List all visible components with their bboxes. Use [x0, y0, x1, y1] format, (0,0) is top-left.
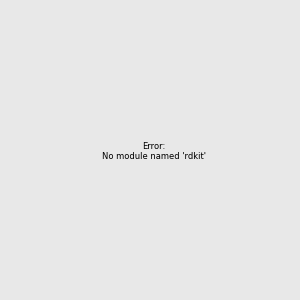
Text: Error:
No module named 'rdkit': Error: No module named 'rdkit' [102, 142, 206, 161]
